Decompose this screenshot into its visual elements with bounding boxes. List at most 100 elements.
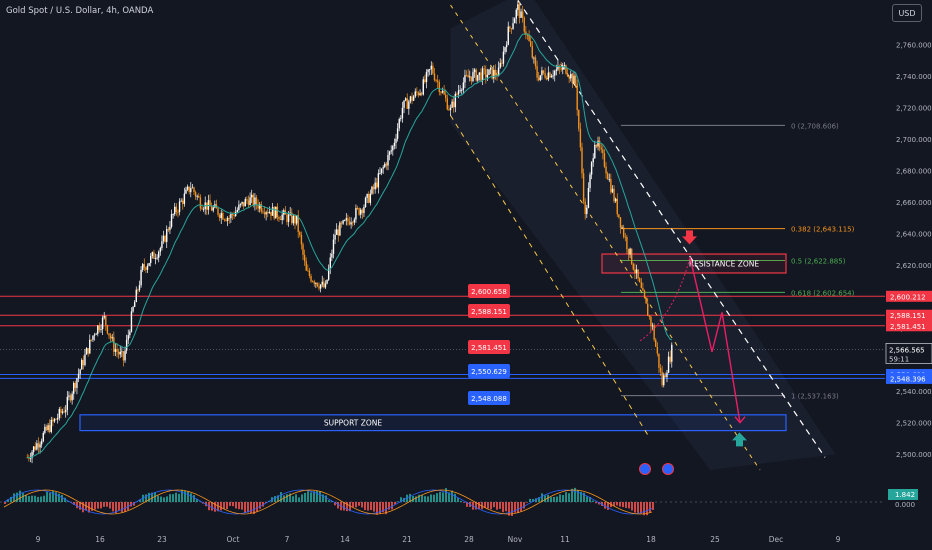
candle [363,206,365,214]
osc-bar [55,492,57,502]
candle [259,204,261,209]
candle [493,69,495,79]
candle [149,255,152,264]
candle [566,73,569,77]
last-price-label: 2,566.565 [889,346,925,354]
candle [364,197,367,207]
osc-bar [427,496,429,502]
candle [504,47,506,52]
candle [347,218,349,222]
candle [238,204,240,210]
candle [331,253,333,258]
candle [167,229,170,231]
osc-bar [616,502,618,506]
candle [143,264,145,268]
candle [294,215,296,224]
candle [632,263,634,270]
candle [671,344,673,362]
candle [430,65,432,70]
osc-bar [505,502,507,512]
candle [574,75,577,85]
osc-bar [109,502,111,509]
osc-bar [538,497,540,502]
candle [141,264,144,270]
candle [342,220,344,224]
us-event-icon[interactable] [662,463,674,475]
candle [84,354,86,366]
candle [619,217,622,228]
osc-bar [460,500,462,502]
candle [198,195,200,198]
osc-bar [559,494,561,502]
candle [42,432,44,442]
candle [611,188,614,193]
candle [156,257,158,259]
candle [513,18,516,24]
candle [626,237,628,249]
level-tag [468,304,510,318]
candle [640,282,643,288]
osc-bar [121,502,123,513]
candle [377,173,380,188]
osc-signal-line [3,489,653,515]
osc-bar [16,492,18,502]
candle [398,119,400,129]
level-tag [468,284,510,298]
candle [71,393,73,401]
support-zone[interactable] [79,414,787,432]
support-zone-label: SUPPORT ZONE [324,419,382,428]
currency-button[interactable]: USD [892,4,922,22]
candle [438,82,440,92]
candle [643,290,646,298]
osc-bar [274,496,276,502]
price-axis[interactable] [885,0,932,550]
candle [456,93,458,95]
candle [586,207,588,215]
candle [247,200,250,205]
candle [494,69,497,76]
candle [594,144,596,159]
x-tick-label: 23 [157,535,167,544]
candle [666,372,668,378]
osc-bar [652,502,654,510]
candle [228,218,230,219]
us-event-icon[interactable] [639,463,651,475]
candle [244,199,246,207]
osc-bar [241,502,243,510]
osc-bar [259,502,261,509]
candle [230,214,232,219]
candle [61,411,64,413]
candle [196,195,198,197]
osc-bar [493,502,495,508]
candle [550,75,553,78]
candle [486,74,489,78]
candle [92,335,94,340]
candle [603,153,606,167]
candle [81,359,83,370]
candle [629,248,631,255]
candle [510,28,513,30]
candle [554,70,556,76]
osc-bar [13,493,15,502]
osc-bar [46,492,48,502]
osc-bar [73,502,75,505]
osc-bar [541,493,543,502]
osc-bar [97,502,99,509]
candle [326,279,328,284]
osc-bar [229,502,231,506]
candle [313,281,315,284]
osc-bar [379,502,381,514]
osc-bar [223,502,225,509]
osc-bar [94,502,96,510]
osc-bar [607,502,609,510]
candle [263,212,266,215]
candle [581,147,583,174]
candle [268,211,271,214]
osc-bar [349,502,351,512]
osc-bar [451,490,453,502]
candle [140,269,142,286]
candle [281,214,283,220]
osc-bar [397,501,399,502]
candle [57,417,59,420]
